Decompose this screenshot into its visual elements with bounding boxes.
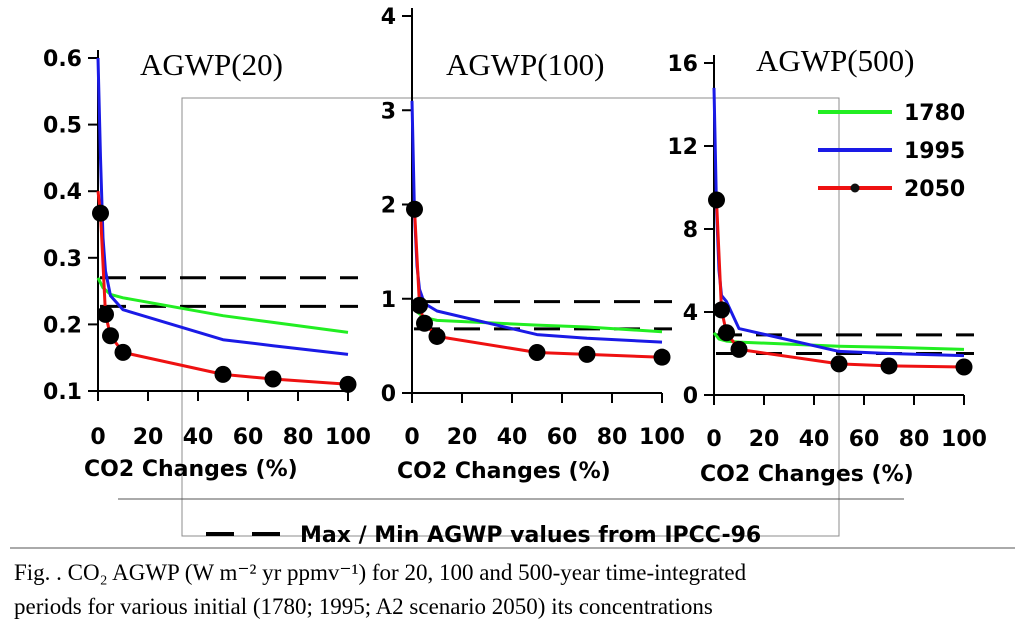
- series-line-1995: [96, 57, 349, 356]
- data-point-2050: [830, 355, 848, 373]
- x-tick-label: 100: [941, 427, 987, 452]
- data-point-2050: [411, 296, 428, 314]
- data-point-2050: [214, 365, 232, 383]
- data-point-2050: [406, 200, 423, 218]
- x-tick-label: 0: [404, 425, 419, 450]
- dashed-legend-label: Max / Min AGWP values from IPCC-96: [300, 523, 761, 548]
- data-point-2050: [528, 343, 546, 361]
- data-point-2050: [713, 301, 730, 319]
- y-tick-label: 0: [683, 384, 698, 409]
- background-frame: [181, 97, 840, 537]
- legend-label-1995: 1995: [904, 139, 965, 164]
- y-tick-label: 4: [381, 5, 396, 30]
- data-point-2050: [653, 348, 671, 366]
- panel-1: 0.1 0.2 0.3 0.4 0.5 0.6 0 20 40 60 80 100 AGWP(20) CO…: [43, 47, 371, 482]
- y-tick-label: 0.4: [43, 180, 82, 205]
- panel-title: AGWP(500): [756, 43, 914, 78]
- x-axis-label: CO2 Changes (%): [84, 457, 298, 482]
- series-line-1995: [410, 100, 663, 344]
- y-tick-label: 0.3: [43, 247, 82, 272]
- x-tick-label: 20: [133, 425, 164, 450]
- figure-caption: Fig. . CO₂ AGWP (W m⁻² yr ppmv⁻¹) for 20…: [14, 556, 1014, 624]
- data-point-2050: [718, 324, 735, 342]
- x-tick-label: 80: [283, 425, 314, 450]
- data-point-2050: [114, 343, 132, 361]
- legend-label-1780: 1780: [904, 101, 965, 126]
- data-point-2050: [708, 191, 725, 209]
- panel-3: 0 4 8 12 16 0 20 40 60 80 100 AGWP(500) CO2 Changes …: [667, 43, 987, 487]
- x-tick-label: 60: [233, 425, 264, 450]
- data-point-2050: [880, 357, 898, 375]
- panel-title: AGWP(100): [446, 47, 604, 82]
- panel-title: AGWP(20): [140, 47, 283, 82]
- caption-line-2: periods for various initial (1780; 1995;…: [14, 594, 713, 619]
- legend-label-2050: 2050: [904, 177, 965, 202]
- data-point-2050: [92, 204, 109, 222]
- x-tick-label: 20: [749, 427, 780, 452]
- y-tick-label: 4: [683, 301, 698, 326]
- x-tick-label: 0: [90, 425, 105, 450]
- y-tick-label: 8: [683, 218, 698, 243]
- data-point-2050: [339, 375, 357, 393]
- y-tick-label: 0.5: [43, 114, 82, 139]
- x-tick-label: 20: [447, 425, 478, 450]
- y-tick-label: 16: [667, 52, 698, 77]
- y-tick-label: 12: [667, 135, 698, 160]
- x-tick-label: 80: [597, 425, 628, 450]
- x-tick-label: 0: [706, 427, 721, 452]
- y-tick-label: 3: [381, 99, 396, 124]
- y-tick-label: 0: [381, 382, 396, 407]
- data-point-2050: [264, 370, 282, 388]
- x-tick-label: 40: [799, 427, 830, 452]
- legend: 1780 1995 2050: [818, 101, 965, 202]
- legend-marker-2050: [850, 183, 860, 193]
- x-tick-label: 40: [497, 425, 528, 450]
- data-point-2050: [730, 340, 748, 358]
- caption-line-1: Fig. . CO₂ AGWP (W m⁻² yr ppmv⁻¹) for 20…: [14, 560, 747, 585]
- dashed-legend: Max / Min AGWP values from IPCC-96: [206, 523, 761, 548]
- x-tick-label: 80: [899, 427, 930, 452]
- data-point-2050: [955, 358, 973, 376]
- x-tick-label: 60: [547, 425, 578, 450]
- y-tick-label: 1: [381, 288, 396, 313]
- x-axis-label: CO2 Changes (%): [397, 459, 611, 484]
- data-point-2050: [102, 327, 119, 345]
- data-point-2050: [428, 327, 446, 345]
- x-tick-label: 100: [325, 425, 371, 450]
- y-tick-label: 0.1: [43, 380, 82, 405]
- series-line-2050: [96, 191, 349, 386]
- x-tick-label: 40: [183, 425, 214, 450]
- x-tick-label: 100: [639, 425, 685, 450]
- data-point-2050: [97, 305, 114, 323]
- x-tick-label: 60: [849, 427, 880, 452]
- data-point-2050: [578, 345, 596, 363]
- y-tick-label: 2: [381, 194, 396, 219]
- y-tick-label: 0.6: [43, 47, 82, 72]
- data-point-2050: [416, 314, 433, 332]
- x-axis-label: CO2 Changes (%): [700, 462, 914, 487]
- y-tick-label: 0.2: [43, 313, 82, 338]
